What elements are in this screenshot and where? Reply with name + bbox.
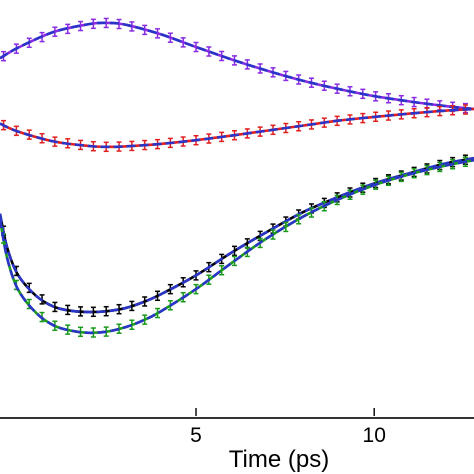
- series-1-point-5: [52, 26, 58, 37]
- series-1-fit-line: [0, 21, 474, 111]
- series-3-point-6: [65, 304, 71, 316]
- x-tick-label-1: 5: [190, 424, 202, 447]
- series-4-point-18: [219, 265, 225, 276]
- series-4-point-11: [129, 319, 135, 330]
- series-1-point-15: [180, 37, 186, 48]
- series-1-point-9: [103, 17, 109, 29]
- series-3-point-10: [116, 303, 122, 315]
- series-4-fit-line: [0, 158, 474, 335]
- series-1-point-16: [193, 41, 199, 53]
- series-2: [0, 104, 474, 153]
- x-axis-label: Time (ps): [229, 446, 329, 473]
- series-3-fit-line: [0, 156, 474, 314]
- x-axis: 5 10: [190, 408, 386, 447]
- series-4-point-13: [155, 307, 161, 319]
- series-4-point-12: [142, 314, 148, 325]
- plot-area-frame: [0, 417, 474, 419]
- series-4-point-23: [283, 221, 289, 233]
- series-1-point-11: [129, 21, 135, 32]
- series-1-point-8: [90, 18, 96, 30]
- series-3-point-12: [142, 296, 148, 307]
- series-layer: [0, 17, 474, 338]
- series-3-point-9: [103, 305, 109, 317]
- series-1: [0, 17, 474, 114]
- series-1-point-10: [116, 18, 122, 30]
- series-1-point-7: [78, 20, 84, 32]
- series-3-point-5: [52, 301, 58, 313]
- series-1-point-18: [219, 50, 225, 62]
- series-3-point-13: [155, 290, 161, 302]
- series-1-point-6: [65, 23, 71, 35]
- x-tick-label-2: 10: [363, 424, 386, 447]
- series-2-fit-line: [0, 107, 474, 149]
- series-4-point-24: [296, 214, 302, 225]
- series-3-point-19: [232, 245, 238, 257]
- series-1-point-17: [206, 46, 212, 57]
- series-1-point-12: [142, 24, 148, 36]
- series-1-point-14: [167, 32, 173, 43]
- series-3-point-7: [78, 306, 84, 317]
- series-4: [0, 156, 474, 338]
- series-3-point-11: [129, 300, 135, 312]
- series-1-point-13: [155, 28, 161, 39]
- series-3: [0, 154, 474, 318]
- series-3-point-8: [90, 306, 96, 318]
